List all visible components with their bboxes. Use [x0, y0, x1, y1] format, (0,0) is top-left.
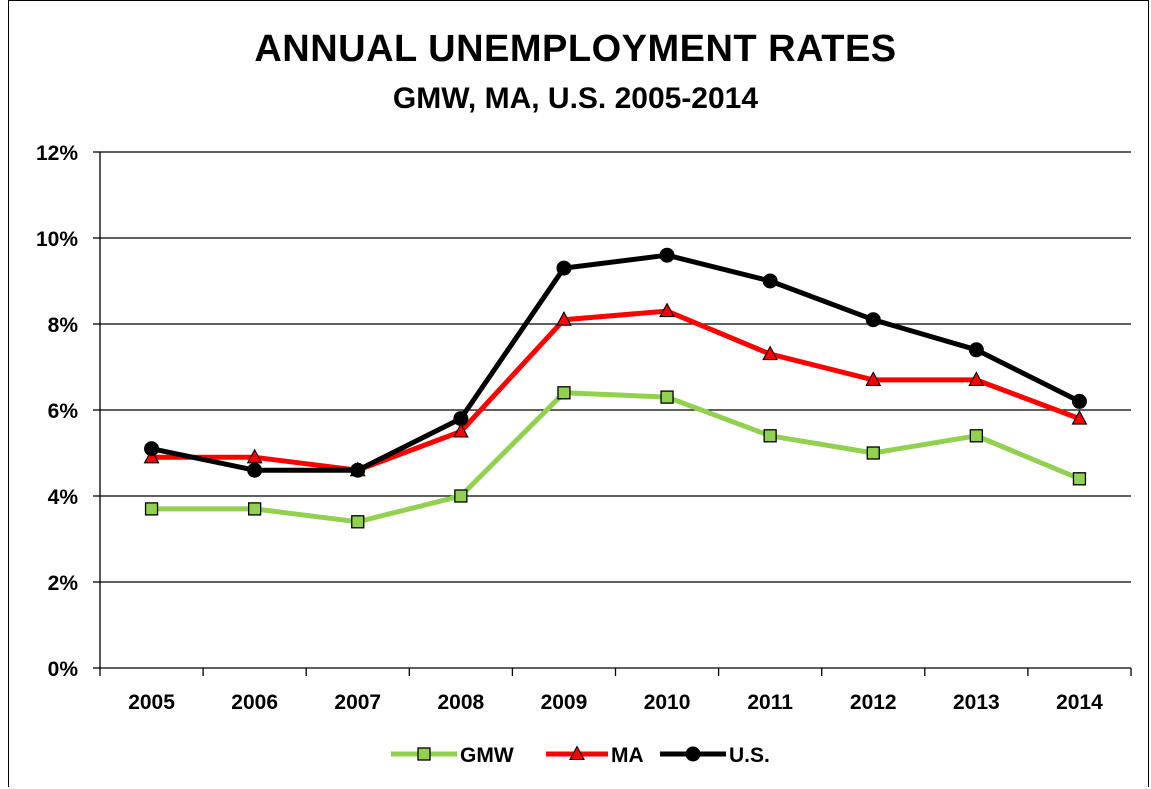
- data-point: [569, 745, 585, 761]
- data-point: [556, 260, 572, 276]
- gridlines: [100, 151, 1131, 583]
- data-point: [763, 429, 777, 443]
- y-tick-label: 10%: [36, 228, 78, 251]
- legend-label: GMW: [460, 744, 514, 767]
- data-point: [453, 411, 469, 427]
- data-point: [762, 345, 779, 361]
- data-point: [454, 489, 468, 503]
- series-line: [151, 308, 1081, 473]
- series-u-s: [144, 247, 1087, 478]
- series-gmw: [144, 386, 1087, 529]
- legend-label: U.S.: [729, 744, 770, 767]
- axes: 0% 2% 4% 6% 8% 10% 12% 2005 2006 2007 2008 2009 2010…: [36, 142, 1132, 714]
- data-point: [1072, 472, 1087, 486]
- x-tick-label: 2014: [1056, 691, 1103, 714]
- data-point: [247, 502, 262, 516]
- y-tick-label: 6%: [48, 400, 79, 423]
- legend-item: U.S.: [660, 744, 770, 767]
- data-point: [685, 746, 701, 762]
- y-tick-label: 4%: [48, 486, 79, 509]
- legend: GMW MA U.S.: [391, 744, 770, 767]
- data-point: [659, 302, 675, 318]
- x-tick-label: 2010: [644, 691, 691, 714]
- series-ma: [143, 302, 1088, 477]
- data-point: [968, 342, 984, 358]
- data-point: [143, 448, 160, 464]
- x-tick-label: 2011: [747, 691, 793, 714]
- data-point: [350, 462, 366, 478]
- data-point: [865, 312, 881, 328]
- x-tick-label: 2008: [437, 691, 484, 714]
- series-line: [151, 390, 1081, 525]
- data-point: [556, 311, 572, 326]
- x-tick-label: 2009: [541, 691, 588, 714]
- chart-title: ANNUAL UNEMPLOYMENT RATES: [254, 28, 897, 70]
- data-point: [144, 502, 159, 516]
- data-point: [144, 441, 160, 457]
- chart-subtitle: GMW, MA, U.S. 2005-2014: [392, 82, 759, 115]
- data-point: [1071, 409, 1088, 425]
- legend-item: MA: [546, 744, 644, 767]
- x-tick-label: 2007: [334, 691, 381, 714]
- series-line: [151, 252, 1081, 473]
- data-point: [659, 247, 675, 263]
- x-tick-label: 2006: [231, 691, 278, 714]
- y-tick-label: 0%: [48, 658, 79, 681]
- data-point: [1071, 393, 1087, 409]
- data-point: [968, 371, 985, 386]
- data-point: [865, 371, 882, 386]
- x-tick-label: 2005: [128, 691, 175, 714]
- series-lines: [143, 247, 1088, 529]
- data-point: [866, 446, 880, 460]
- y-tick-label: 2%: [48, 572, 79, 595]
- data-point: [351, 515, 365, 529]
- legend-label: MA: [611, 744, 644, 767]
- y-tick-label: 8%: [48, 314, 79, 337]
- data-point: [660, 390, 674, 404]
- data-point: [452, 422, 469, 438]
- data-point: [247, 462, 263, 478]
- data-point: [417, 747, 431, 761]
- x-tick-label: 2012: [850, 691, 897, 714]
- x-tick-label: 2013: [953, 691, 1000, 714]
- legend-item: GMW: [391, 744, 514, 767]
- data-point: [969, 429, 983, 443]
- y-tick-label: 12%: [36, 142, 78, 165]
- data-point: [557, 386, 571, 400]
- data-point: [762, 273, 778, 289]
